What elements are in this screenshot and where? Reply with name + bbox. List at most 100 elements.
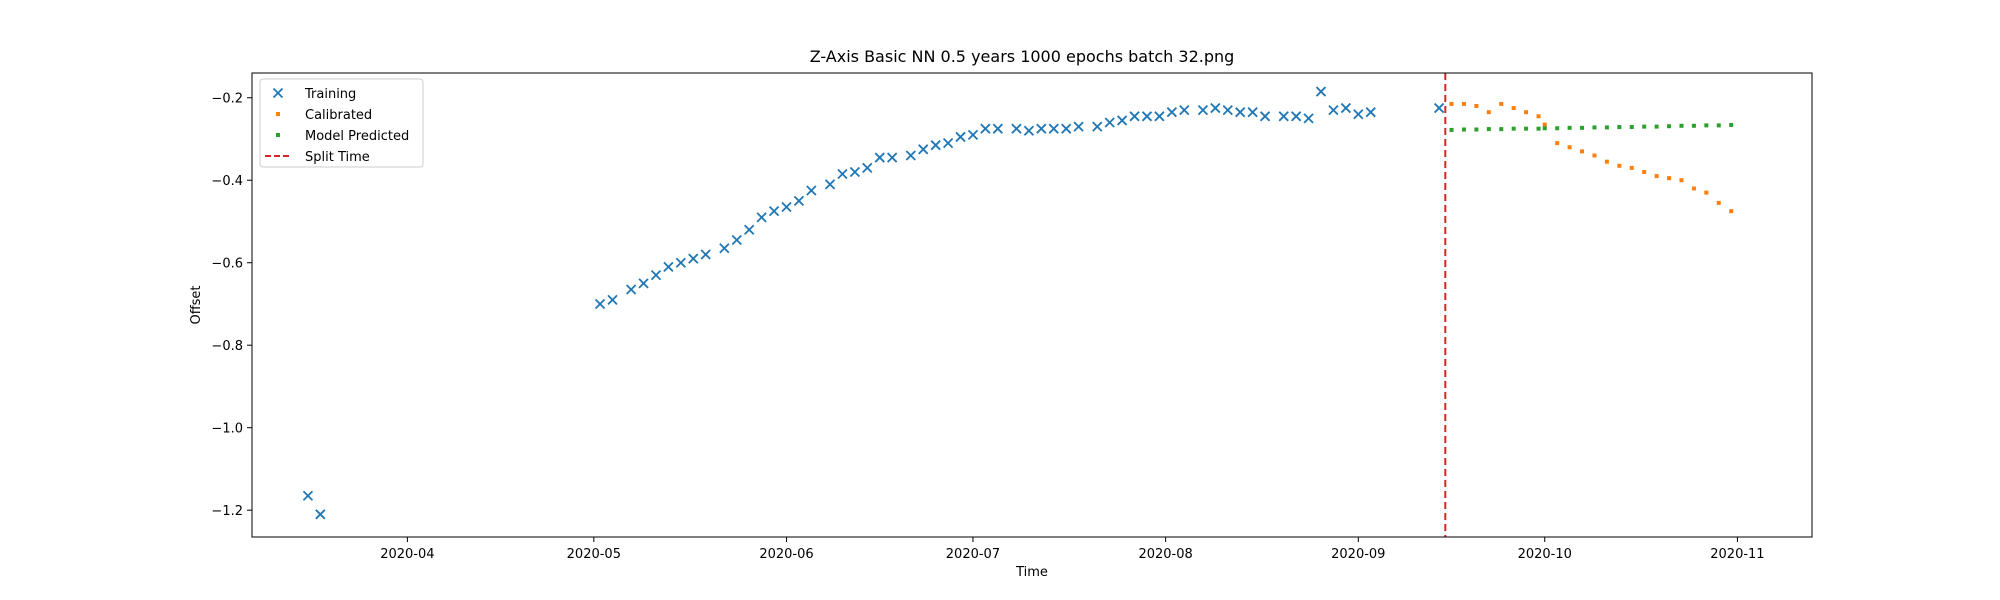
training-point: [1433, 102, 1445, 114]
training-point: [1073, 121, 1084, 132]
training-point: [638, 278, 649, 289]
training-point: [887, 152, 898, 163]
y-axis-label: Offset: [189, 285, 204, 324]
model-predicted-point: [1679, 123, 1684, 128]
training-point: [992, 123, 1003, 134]
model-predicted-point: [1691, 123, 1696, 128]
model-predicted-point: [1604, 125, 1609, 130]
model-predicted-point: [1704, 123, 1709, 128]
training-point: [862, 162, 873, 173]
model-predicted-point: [1642, 124, 1647, 129]
x-tick-label: 2020-04: [380, 547, 434, 562]
plot-area: [302, 73, 1734, 537]
y-tick-label: −0.2: [211, 92, 243, 107]
calibrated-point: [1474, 103, 1479, 108]
training-point: [675, 257, 686, 268]
training-point: [1353, 109, 1364, 120]
calibrated-point: [1499, 101, 1504, 106]
y-axis: −1.2 −1.0 −0.8 −0.6 −0.4 −0.2: [211, 92, 252, 519]
calibrated-point: [1511, 106, 1516, 111]
model-predicted-point: [1592, 125, 1597, 130]
training-point: [1036, 123, 1047, 134]
model-predicted-point: [1555, 126, 1560, 131]
training-point: [1315, 86, 1327, 97]
y-tick-label: −0.8: [211, 339, 243, 354]
calibrated-point: [1729, 209, 1734, 214]
training-point: [806, 185, 817, 196]
legend-calibrated-marker: [276, 112, 280, 116]
training-point: [744, 224, 755, 235]
x-tick-label: 2020-07: [946, 547, 1000, 562]
legend: Training Calibrated Model Predicted Split T…: [259, 78, 424, 168]
calibrated-point: [1449, 101, 1454, 106]
training-point: [731, 234, 742, 246]
training-point: [837, 168, 848, 180]
training-point: [955, 131, 966, 143]
training-point: [650, 269, 662, 281]
training-point: [1365, 107, 1376, 118]
calibrated-point: [1704, 190, 1709, 195]
training-point: [1048, 123, 1059, 134]
chart-title: Z-Axis Basic NN 0.5 years 1000 epochs ba…: [810, 47, 1235, 66]
training-point: [1278, 111, 1289, 122]
calibrated-point: [1679, 178, 1684, 183]
training-point: [1328, 104, 1339, 116]
calibrated-point: [1604, 159, 1609, 164]
training-point: [980, 123, 991, 134]
training-point: [1197, 104, 1209, 116]
model-predicted-point: [1524, 126, 1529, 131]
training-point: [1210, 102, 1221, 114]
x-tick-label: 2020-11: [1710, 547, 1764, 562]
training-point: [1023, 125, 1035, 136]
model-predicted-point: [1654, 124, 1659, 129]
training-point: [700, 249, 711, 260]
legend-box: [259, 78, 424, 168]
training-point: [1092, 121, 1103, 132]
y-tick-label: −1.2: [211, 504, 243, 519]
calibrated-point: [1592, 153, 1597, 158]
training-point: [918, 144, 929, 155]
calibrated-point: [1567, 145, 1572, 150]
model-predicted-point: [1617, 125, 1622, 130]
training-point: [663, 261, 674, 272]
training-point: [768, 206, 780, 217]
training-point: [824, 179, 836, 190]
training-point: [1116, 115, 1128, 126]
model-predicted-point: [1474, 127, 1479, 132]
x-tick-label: 2020-10: [1518, 547, 1572, 562]
training-point: [1259, 111, 1271, 122]
calibrated-point: [1580, 149, 1585, 154]
training-point: [1291, 111, 1302, 122]
model-predicted-point: [1542, 126, 1547, 131]
x-axis-label: Time: [1015, 565, 1048, 580]
training-point: [1141, 111, 1153, 122]
legend-training-label: Training: [304, 87, 356, 102]
training-point: [1235, 107, 1246, 118]
training-point: [1340, 102, 1352, 114]
training-point: [1061, 123, 1072, 134]
y-tick-label: −1.0: [211, 422, 243, 437]
training-point: [594, 298, 606, 310]
model-predicted-point: [1461, 127, 1466, 132]
calibrated-point: [1716, 200, 1721, 205]
legend-model-predicted-marker: [276, 133, 280, 137]
model-predicted-point: [1536, 126, 1541, 131]
model-predicted-point: [1499, 127, 1504, 132]
model-predicted-point: [1629, 125, 1634, 130]
training-point: [1011, 123, 1022, 134]
model-predicted-point: [1667, 124, 1672, 129]
model-predicted-point: [1567, 125, 1572, 130]
plot-frame: [251, 72, 1813, 538]
model-predicted-point: [1449, 127, 1454, 132]
legend-split-time-label: Split Time: [305, 150, 370, 165]
training-point: [1179, 104, 1190, 116]
training-point: [1154, 111, 1165, 122]
training-point: [607, 294, 618, 305]
calibrated-point: [1629, 165, 1634, 170]
training-point: [967, 129, 979, 141]
calibrated-point: [1617, 163, 1622, 168]
training-point: [874, 152, 885, 163]
model-predicted-point: [1580, 125, 1585, 130]
calibrated-point: [1524, 110, 1529, 115]
training-point: [793, 195, 805, 206]
